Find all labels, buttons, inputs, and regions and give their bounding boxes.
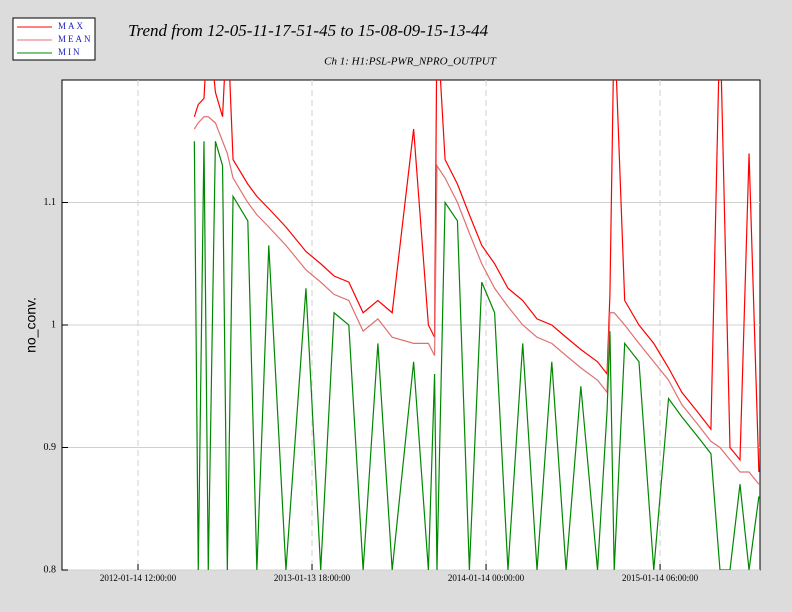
chart-subtitle: Ch 1: H1:PSL-PWR_NPRO_OUTPUT	[324, 56, 497, 68]
y-tick-label: 1	[51, 319, 56, 330]
series-line	[193, 80, 760, 473]
chart-title: Trend from 12-05-11-17-51-45 to 15-08-09…	[128, 21, 489, 40]
y-tick-label: 1.1	[44, 197, 57, 208]
series-line	[193, 141, 760, 570]
legend-label: MEAN	[58, 34, 93, 44]
y-tick-label: 0.8	[44, 564, 57, 575]
series-line	[193, 116, 760, 485]
plot-lines	[193, 80, 760, 570]
x-tick-label: 2015-01-14 06:00:00	[622, 573, 699, 583]
legend-label: MAX	[58, 21, 85, 31]
x-tick-label: 2014-01-14 00:00:00	[448, 573, 525, 583]
y-tick-label: 0.9	[44, 442, 57, 453]
legend-label: MIN	[58, 47, 82, 57]
y-axis-label: no_conv.	[23, 297, 39, 353]
x-tick-label: 2013-01-13 18:00:00	[274, 573, 351, 583]
x-tick-label: 2012-01-14 12:00:00	[100, 573, 177, 583]
